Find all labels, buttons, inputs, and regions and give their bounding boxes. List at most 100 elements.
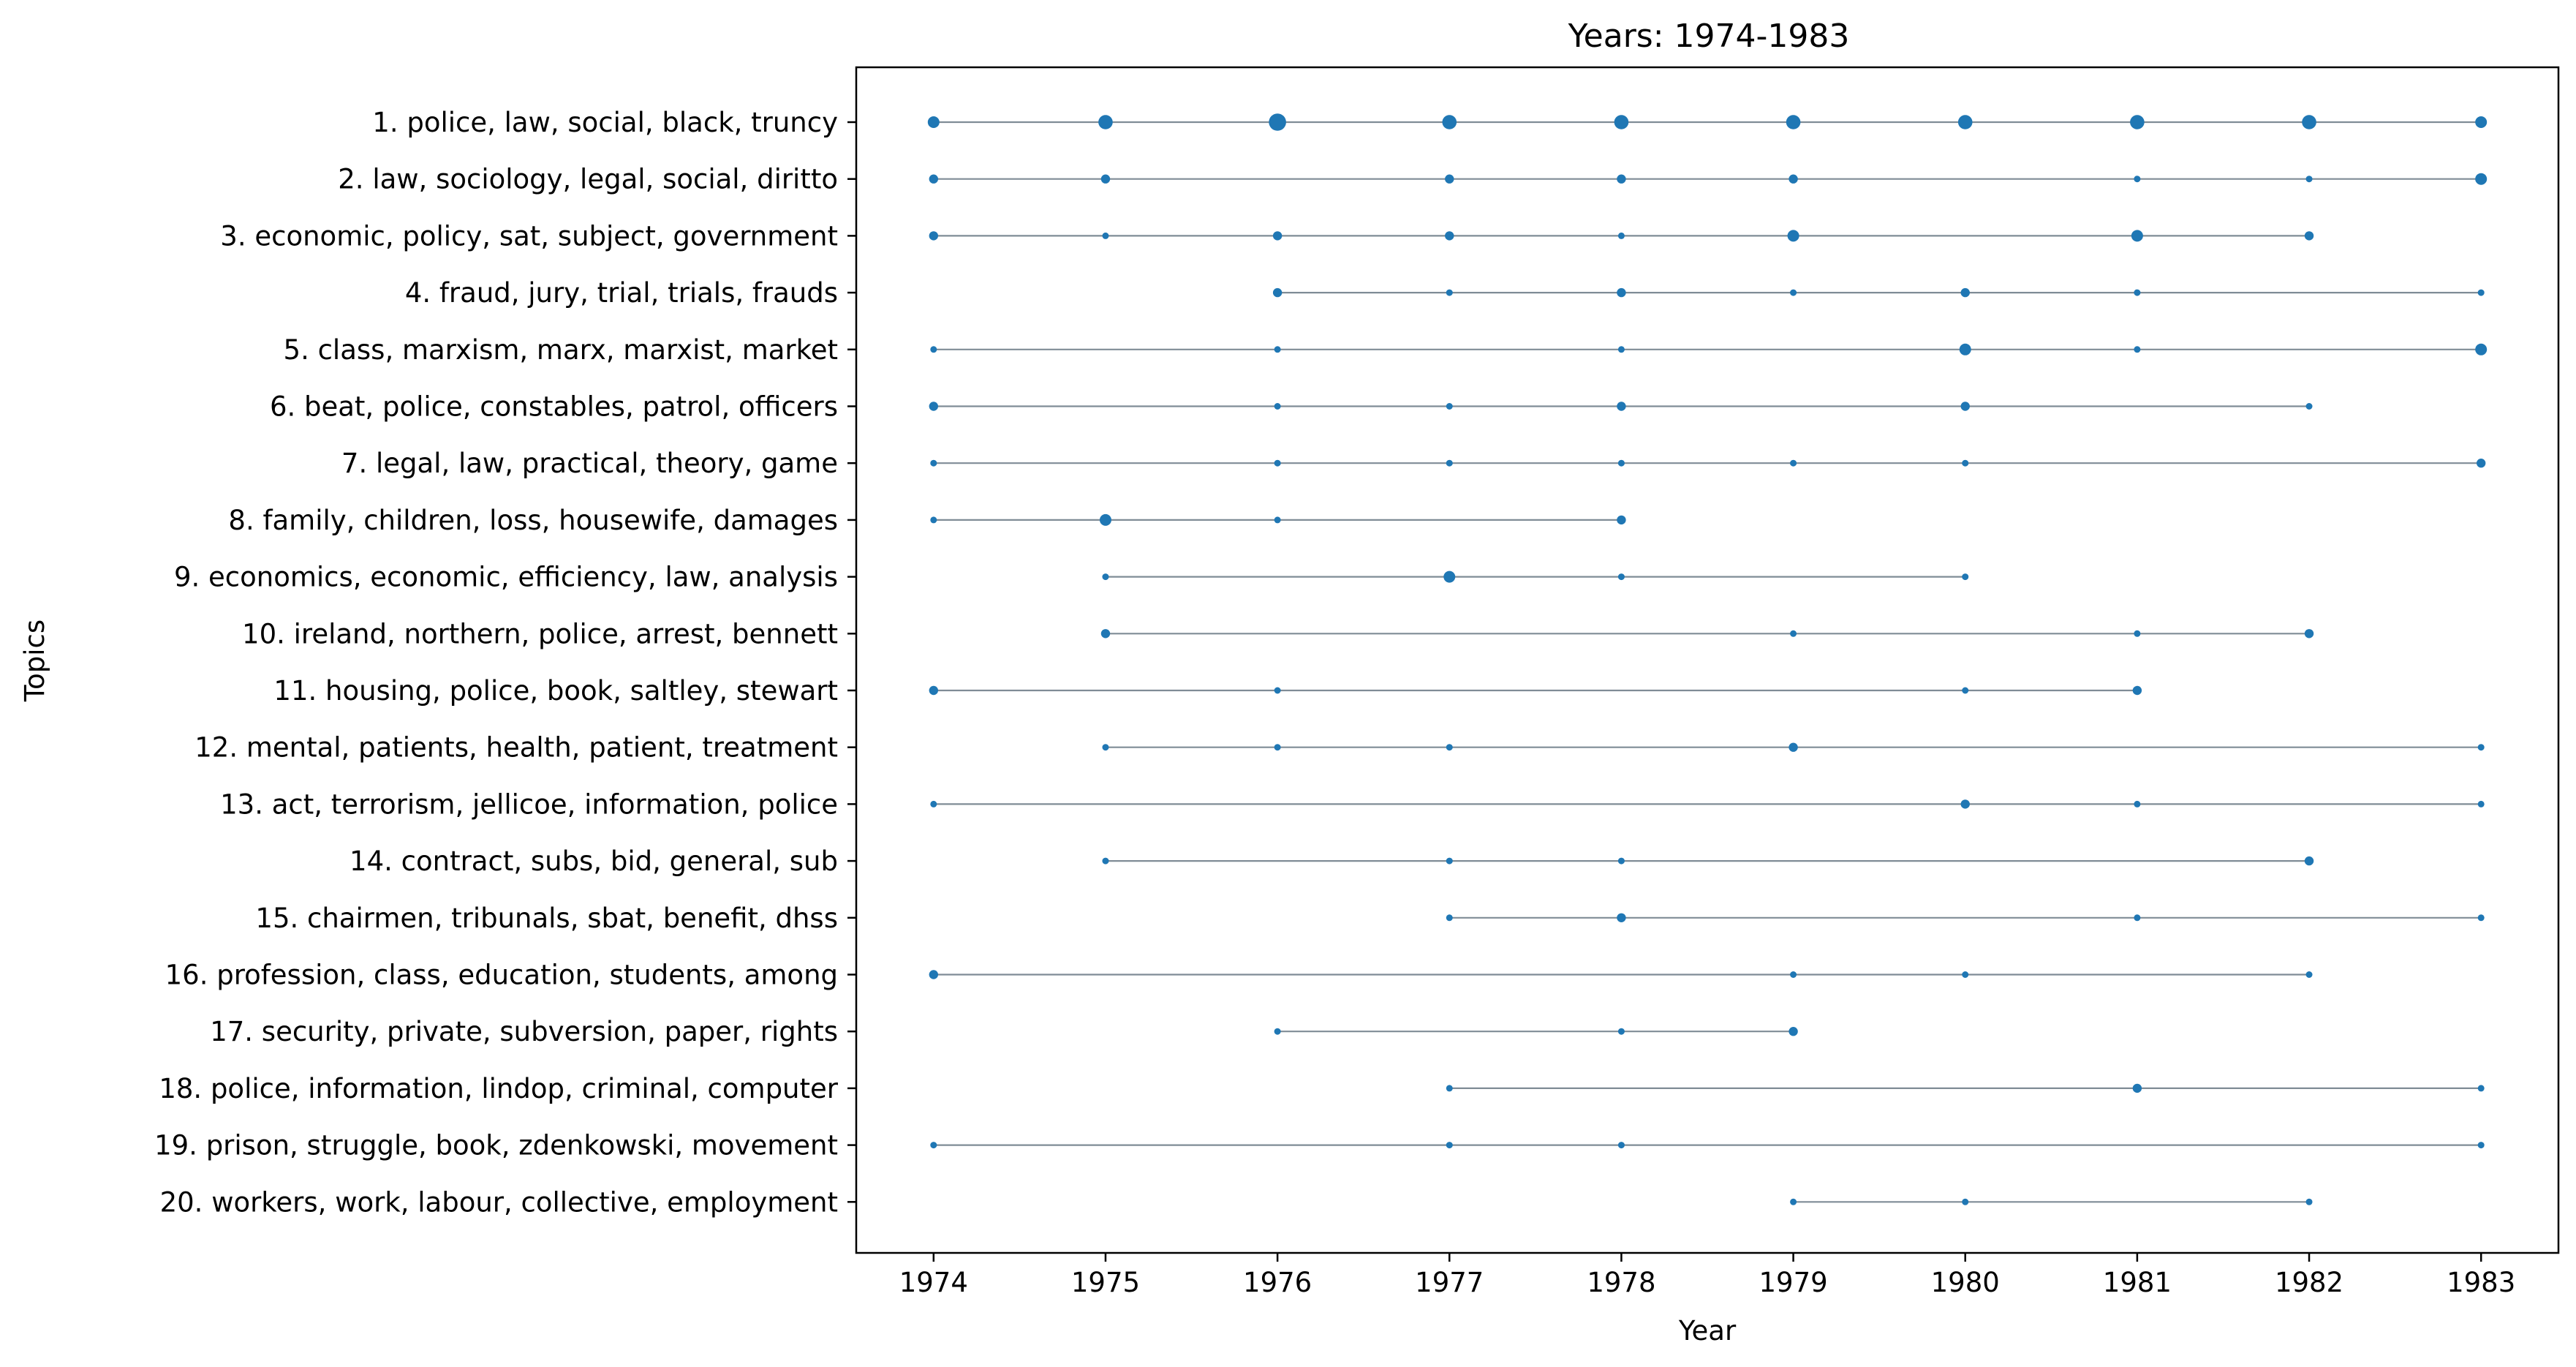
topic-year-point (2475, 343, 2488, 355)
x-tick-label: 1975 (1071, 1267, 1140, 1298)
topic-year-point (1617, 857, 1625, 865)
topic-series (930, 799, 2485, 809)
topic-year-point (1790, 289, 1797, 296)
topic-year-point (1790, 630, 1797, 637)
x-tick-label: 1982 (2275, 1267, 2343, 1298)
topic-year-point (1617, 515, 1626, 525)
topic-year-point (1272, 287, 1283, 298)
y-tick-label: 8. family, children, loss, housewife, da… (228, 505, 838, 536)
topic-year-point (1789, 1027, 1798, 1036)
x-tick-label: 1974 (899, 1267, 968, 1298)
topic-year-point (929, 685, 939, 696)
y-tick-label: 5. class, marxism, marx, marxist, market (284, 334, 838, 366)
topic-year-point (1274, 1028, 1281, 1035)
y-tick-label: 19. prison, struggle, book, zdenkowski, … (154, 1130, 838, 1161)
topic-year-point (1274, 346, 1281, 353)
x-tick-label: 1983 (2447, 1267, 2515, 1298)
topic-year-point (1960, 799, 1970, 809)
topic-series (930, 1142, 2485, 1149)
y-tick-label: 3. economic, policy, sat, subject, gover… (220, 220, 838, 252)
y-tick-label: 4. fraud, jury, trial, trials, frauds (405, 277, 838, 309)
topic-year-point (1962, 459, 1969, 467)
topic-series (1272, 287, 2485, 298)
topic-year-point (2134, 176, 2141, 183)
topic-series (1274, 1027, 1798, 1036)
topic-year-point (1446, 914, 1453, 922)
y-tick-label: 14. contract, subs, bid, general, sub (350, 846, 838, 877)
topic-series (930, 343, 2488, 355)
topic-year-point (1445, 174, 1454, 184)
topic-year-point (2305, 971, 2313, 978)
topic-year-point (1617, 346, 1625, 353)
topic-year-point (2476, 459, 2486, 468)
x-tick-label: 1977 (1415, 1267, 1484, 1298)
y-tick-label: 20. workers, work, labour, collective, e… (160, 1186, 838, 1218)
topic-year-point (1789, 174, 1798, 184)
topic-year-point (1617, 287, 1626, 298)
topic-series (1790, 1198, 2313, 1205)
y-axis-ticks: 1. police, law, social, black, truncy 2. … (154, 107, 856, 1218)
topic-year-point (1446, 744, 1453, 751)
topic-year-point (1617, 174, 1626, 184)
topic-year-point (1962, 573, 1969, 581)
y-tick-label: 17. security, private, subversion, paper… (210, 1016, 838, 1047)
topic-year-point (1274, 403, 1281, 410)
topic-series (927, 113, 2488, 131)
topic-year-point (1789, 742, 1798, 752)
x-tick-label: 1981 (2103, 1267, 2172, 1298)
topic-year-point (1957, 115, 1973, 129)
topic-year-point (1790, 971, 1797, 978)
y-tick-label: 9. economics, economic, efficiency, law,… (174, 562, 838, 593)
topic-year-point (1962, 687, 1969, 694)
topic-year-point (1274, 687, 1281, 694)
topic-year-point (2477, 289, 2485, 296)
y-tick-label: 1. police, law, social, black, truncy (372, 107, 838, 138)
topic-year-point (930, 346, 937, 353)
topic-year-point (1617, 459, 1625, 467)
topic-year-point (1446, 459, 1453, 467)
topic-year-point (2477, 1085, 2485, 1092)
topic-year-point (1960, 402, 1970, 411)
topic-year-point (2134, 289, 2141, 296)
topic-year-point (2475, 116, 2488, 128)
topic-year-point (1102, 857, 1109, 865)
topic-year-point (2130, 115, 2145, 129)
topic-year-point (1959, 343, 1971, 355)
topic-year-point (1446, 857, 1453, 865)
topic-year-point (2132, 1083, 2142, 1093)
x-tick-label: 1980 (1931, 1267, 2000, 1298)
topic-year-point (1269, 113, 1286, 131)
y-tick-label: 6. beat, police, constables, patrol, off… (270, 391, 838, 423)
topic-year-point (1100, 174, 1111, 184)
topic-year-point (1617, 913, 1626, 923)
series-layer (927, 113, 2488, 1205)
topic-year-point (1962, 1198, 1969, 1205)
topic-year-point (1617, 232, 1625, 239)
topic-year-point (2477, 1142, 2485, 1149)
topic-year-point (1790, 1198, 1797, 1205)
topic-year-point (1099, 513, 1111, 526)
topic-series (929, 970, 2313, 979)
topic-year-point (1787, 230, 1799, 242)
topic-year-point (2134, 346, 2141, 353)
topic-year-point (2475, 173, 2488, 185)
topic-year-point (2477, 744, 2485, 751)
topic-series (929, 685, 2142, 696)
topic-year-point (1614, 115, 1629, 129)
topic-year-point (929, 174, 939, 184)
y-tick-label: 7. legal, law, practical, theory, game (341, 448, 838, 479)
topic-year-point (1446, 289, 1453, 296)
topic-year-point (2304, 629, 2314, 639)
y-tick-label: 12. mental, patients, health, patient, t… (194, 732, 838, 764)
topic-year-point (930, 459, 937, 467)
x-axis-label: Year (1678, 1315, 1737, 1347)
y-tick-label: 18. police, information, lindop, crimina… (159, 1073, 838, 1104)
topic-series (930, 513, 1626, 526)
y-tick-label: 2. law, sociology, legal, social, diritt… (338, 164, 838, 195)
topic-year-point (2132, 685, 2142, 696)
topic-year-point (1100, 629, 1111, 639)
topic-year-point (1102, 232, 1109, 239)
topic-year-point (1098, 115, 1113, 129)
topic-year-point (930, 800, 937, 807)
